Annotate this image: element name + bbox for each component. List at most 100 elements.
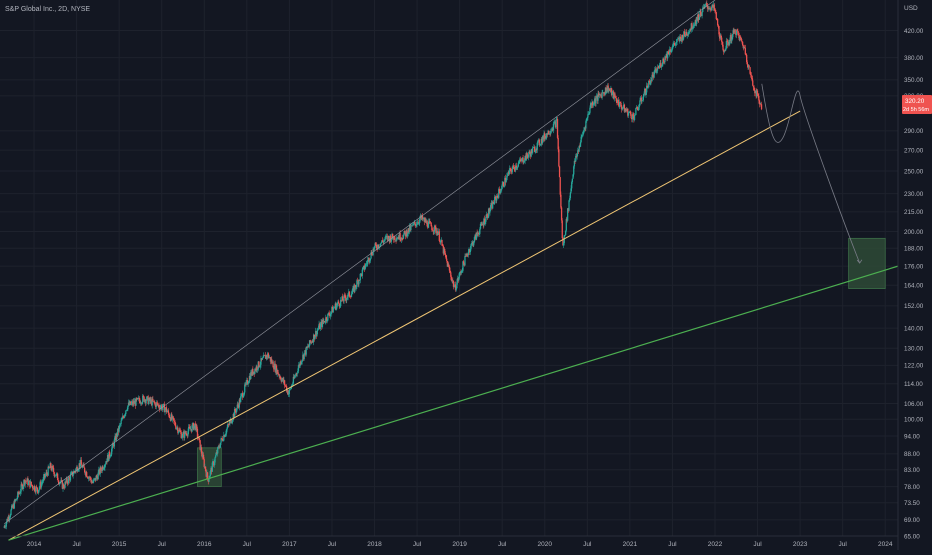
candle	[352, 285, 354, 295]
candle	[329, 311, 332, 320]
candle	[348, 288, 350, 296]
candle-body	[202, 454, 205, 460]
candle-body	[238, 405, 240, 408]
candle-body	[732, 30, 734, 35]
candle-body	[348, 291, 350, 294]
candle-body	[610, 88, 612, 91]
candle-body	[345, 298, 347, 301]
drawings-lines[interactable]	[4, 0, 899, 541]
candle	[447, 262, 449, 268]
candle-body	[691, 28, 694, 30]
candle	[729, 37, 731, 46]
candle	[133, 398, 135, 407]
candle	[194, 421, 197, 431]
candle-body	[665, 53, 667, 58]
candle	[610, 87, 613, 97]
candle-body	[231, 419, 234, 422]
candle-body	[142, 395, 145, 397]
candle-body	[31, 484, 33, 486]
candle	[737, 28, 739, 36]
candle	[413, 219, 415, 226]
candle	[531, 149, 533, 154]
candle-body	[105, 461, 107, 464]
candle	[242, 390, 244, 400]
time-tick-label: 2018	[367, 541, 382, 548]
candle-body	[501, 184, 503, 189]
candle	[173, 417, 175, 424]
candle-body	[737, 30, 739, 34]
candle-body	[564, 235, 566, 236]
candle-body	[418, 222, 420, 224]
candle-body	[510, 168, 512, 172]
candle-body	[610, 88, 613, 96]
candle	[512, 164, 514, 170]
candle-body	[360, 273, 363, 276]
candle	[246, 377, 248, 385]
candle-body	[573, 166, 575, 175]
candle-body	[750, 73, 752, 76]
candle	[575, 153, 578, 159]
candle-body	[683, 31, 686, 35]
candle	[671, 44, 674, 52]
candle	[608, 87, 610, 94]
candle-body	[442, 245, 444, 247]
price-tick-label: 100.00	[904, 417, 924, 424]
candle-body	[84, 472, 86, 475]
price-tick-label: 215.00	[904, 209, 924, 216]
candle	[342, 299, 345, 304]
candle-body	[508, 168, 511, 174]
candle-body	[27, 481, 30, 486]
upper-channel-line[interactable]	[4, 0, 716, 525]
candle	[212, 458, 214, 466]
candle-body	[230, 418, 232, 424]
candle-body	[719, 34, 721, 39]
candle-body	[424, 219, 426, 223]
time-tick-label: 2024	[878, 541, 893, 548]
candle-body	[623, 104, 625, 108]
candle	[429, 218, 431, 225]
candle-body	[657, 67, 659, 69]
candle-body	[120, 420, 122, 424]
candle-body	[540, 139, 542, 144]
candle-body	[710, 7, 713, 11]
candle	[263, 354, 265, 357]
candle-body	[404, 232, 407, 237]
candle-body	[182, 432, 184, 434]
candle-body	[759, 103, 761, 105]
candle	[719, 33, 721, 40]
candle	[577, 149, 580, 154]
candle	[677, 36, 680, 40]
candle	[421, 214, 423, 221]
candle	[207, 478, 209, 485]
candle	[696, 14, 699, 22]
candle-body	[232, 413, 234, 420]
candle	[654, 65, 657, 73]
candle-body	[706, 5, 709, 9]
candle	[629, 110, 632, 116]
projection-path[interactable]	[761, 83, 861, 264]
candle	[201, 451, 203, 460]
candle-body	[564, 230, 567, 236]
candle-body	[751, 75, 753, 81]
candle	[500, 188, 502, 195]
candle-body	[192, 423, 194, 426]
lower-trendline[interactable]	[8, 265, 899, 541]
candle	[474, 234, 476, 239]
candle-body	[611, 91, 613, 96]
grid	[0, 0, 898, 537]
candle-body	[535, 148, 537, 151]
candle	[452, 277, 454, 284]
candle	[644, 88, 646, 96]
candle	[450, 270, 452, 280]
candle	[427, 218, 430, 228]
candle	[400, 237, 402, 242]
candle-body	[658, 64, 661, 68]
candle	[244, 382, 246, 395]
candle-body	[215, 455, 217, 458]
target-zone-box[interactable]	[848, 237, 886, 289]
candle	[380, 241, 382, 245]
mid-trendline[interactable]	[8, 110, 801, 541]
candle-body	[163, 404, 166, 413]
